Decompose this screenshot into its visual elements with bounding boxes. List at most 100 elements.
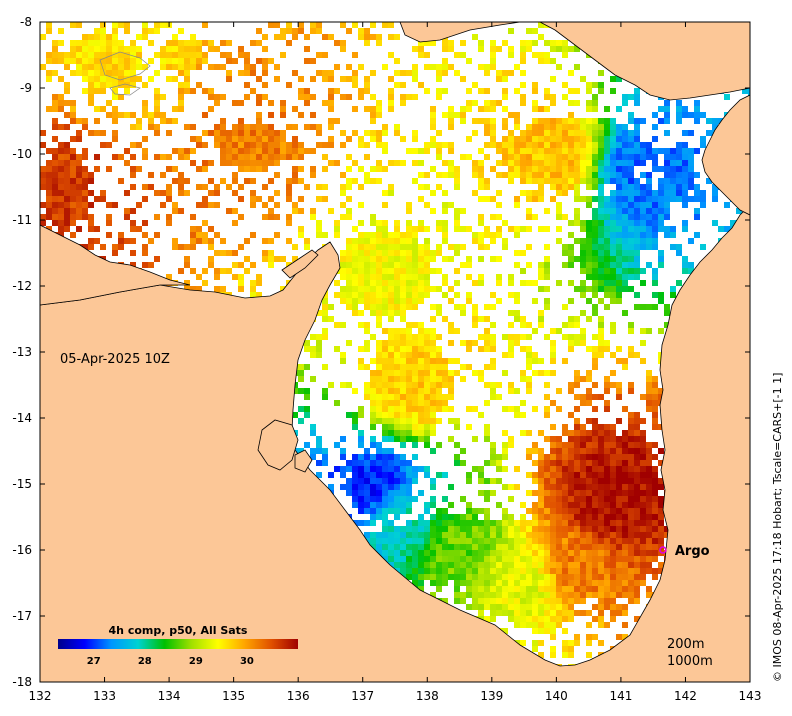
sst-pixel xyxy=(514,562,520,568)
sst-pixel xyxy=(520,370,526,376)
sst-pixel xyxy=(100,52,106,58)
sst-pixel xyxy=(412,322,418,328)
sst-pixel xyxy=(328,136,334,142)
sst-pixel xyxy=(724,226,730,232)
sst-pixel xyxy=(580,310,586,316)
sst-pixel xyxy=(256,124,262,130)
sst-pixel xyxy=(166,220,172,226)
sst-pixel xyxy=(136,64,142,70)
sst-pixel xyxy=(214,46,220,52)
sst-pixel xyxy=(664,130,670,136)
sst-pixel xyxy=(58,148,64,154)
sst-pixel xyxy=(316,124,322,130)
sst-pixel xyxy=(676,178,682,184)
sst-pixel xyxy=(274,130,280,136)
sst-pixel xyxy=(166,76,172,82)
sst-pixel xyxy=(490,166,496,172)
sst-pixel xyxy=(448,562,454,568)
sst-pixel xyxy=(352,310,358,316)
sst-pixel xyxy=(634,514,640,520)
sst-pixel xyxy=(586,106,592,112)
sst-pixel xyxy=(400,502,406,508)
sst-pixel xyxy=(202,166,208,172)
sst-pixel xyxy=(394,556,400,562)
sst-pixel xyxy=(604,562,610,568)
sst-pixel xyxy=(340,268,346,274)
sst-pixel xyxy=(400,364,406,370)
sst-pixel xyxy=(406,202,412,208)
sst-pixel xyxy=(478,238,484,244)
sst-pixel xyxy=(574,508,580,514)
sst-pixel xyxy=(574,148,580,154)
sst-pixel xyxy=(352,226,358,232)
sst-pixel xyxy=(358,484,364,490)
sst-pixel xyxy=(478,280,484,286)
sst-pixel xyxy=(568,544,574,550)
sst-pixel xyxy=(250,202,256,208)
sst-pixel xyxy=(184,286,190,292)
sst-pixel xyxy=(550,550,556,556)
sst-pixel xyxy=(280,148,286,154)
sst-pixel xyxy=(418,532,424,538)
sst-pixel xyxy=(310,172,316,178)
sst-pixel xyxy=(622,202,628,208)
sst-pixel xyxy=(610,202,616,208)
sst-pixel xyxy=(640,154,646,160)
sst-pixel xyxy=(346,208,352,214)
sst-pixel xyxy=(316,442,322,448)
sst-pixel xyxy=(484,184,490,190)
sst-pixel xyxy=(574,256,580,262)
sst-pixel xyxy=(550,136,556,142)
sst-pixel xyxy=(484,556,490,562)
sst-pixel xyxy=(358,358,364,364)
sst-pixel xyxy=(82,184,88,190)
sst-pixel xyxy=(388,526,394,532)
sst-pixel xyxy=(466,526,472,532)
sst-pixel xyxy=(646,556,652,562)
sst-pixel xyxy=(652,532,658,538)
sst-pixel xyxy=(472,556,478,562)
sst-pixel xyxy=(616,238,622,244)
sst-pixel xyxy=(580,562,586,568)
sst-pixel xyxy=(274,148,280,154)
sst-pixel xyxy=(340,352,346,358)
sst-pixel xyxy=(136,226,142,232)
sst-pixel xyxy=(472,526,478,532)
sst-pixel xyxy=(364,520,370,526)
sst-pixel xyxy=(382,226,388,232)
sst-pixel xyxy=(646,514,652,520)
sst-pixel xyxy=(412,370,418,376)
sst-pixel xyxy=(394,466,400,472)
sst-pixel xyxy=(466,292,472,298)
sst-pixel xyxy=(220,160,226,166)
sst-pixel xyxy=(580,238,586,244)
sst-pixel xyxy=(520,172,526,178)
sst-pixel xyxy=(658,256,664,262)
sst-pixel xyxy=(442,376,448,382)
sst-pixel xyxy=(406,406,412,412)
sst-pixel xyxy=(694,106,700,112)
sst-pixel xyxy=(598,238,604,244)
sst-pixel xyxy=(274,142,280,148)
sst-pixel xyxy=(64,142,70,148)
sst-pixel xyxy=(112,70,118,76)
sst-pixel xyxy=(346,196,352,202)
sst-pixel xyxy=(382,544,388,550)
sst-pixel xyxy=(676,154,682,160)
sst-pixel xyxy=(532,538,538,544)
sst-pixel xyxy=(376,340,382,346)
sst-pixel xyxy=(598,280,604,286)
sst-pixel xyxy=(100,64,106,70)
sst-pixel xyxy=(502,154,508,160)
sst-pixel xyxy=(514,226,520,232)
sst-pixel xyxy=(610,262,616,268)
sst-pixel xyxy=(280,154,286,160)
sst-pixel xyxy=(466,226,472,232)
sst-pixel xyxy=(586,160,592,166)
sst-pixel xyxy=(568,502,574,508)
sst-pixel xyxy=(676,190,682,196)
sst-pixel xyxy=(586,400,592,406)
sst-pixel xyxy=(466,508,472,514)
sst-pixel xyxy=(436,538,442,544)
sst-pixel xyxy=(616,208,622,214)
